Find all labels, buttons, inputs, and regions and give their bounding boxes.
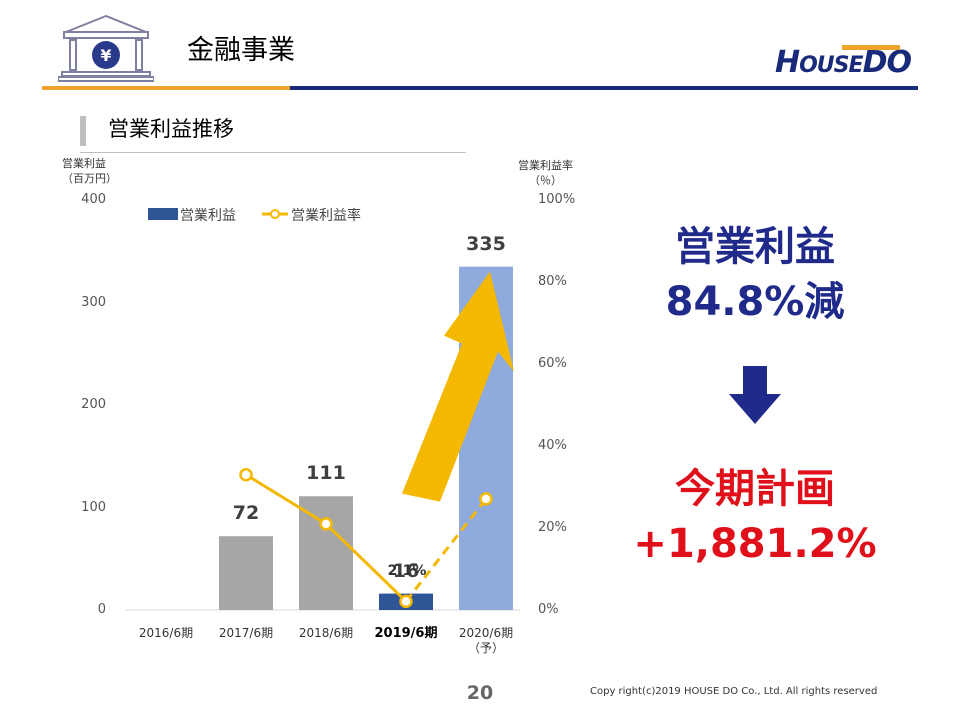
right-axis-tick: 40% <box>538 438 567 453</box>
bar-value-label: 16 <box>392 559 420 582</box>
section-marker <box>80 116 86 146</box>
legend-bar-swatch <box>148 208 178 220</box>
right-axis-tick: 60% <box>538 356 567 371</box>
left-axis-tick: 200 <box>81 397 106 412</box>
left-axis-tick: 300 <box>81 294 106 310</box>
x-axis-label: 2019/6期 <box>374 626 438 641</box>
left-axis-title: 営業利益 （百万円） <box>62 157 117 185</box>
header-rule-navy <box>290 86 918 90</box>
left-axis-tick: 0 <box>97 602 106 617</box>
upward-arrow-icon <box>402 271 514 502</box>
left-axis-tick: 100 <box>81 499 106 515</box>
rate-value-label: 2.1% <box>387 563 427 580</box>
x-axis-label: 2020/6期 （予） <box>446 626 526 656</box>
page-title: 金融事業 <box>187 35 295 66</box>
line-point <box>399 594 413 609</box>
line-point <box>239 467 253 482</box>
right-axis-tick: 100% <box>538 192 576 207</box>
svg-text:¥: ¥ <box>100 46 111 65</box>
section-underline <box>80 152 466 153</box>
house-do-logo: HOUSEDO <box>775 45 912 80</box>
bank-yen-icon: ¥ <box>58 14 154 82</box>
x-axis-label: 2017/6期 <box>218 626 274 640</box>
header-rule-orange <box>42 86 290 90</box>
x-axis-label: 2018/6期 <box>298 626 354 640</box>
profit-decline-message: 営業利益 84.8%減 <box>665 224 845 325</box>
legend-label-rate: 営業利益率 <box>291 208 361 224</box>
logo-accent-line <box>842 45 900 50</box>
right-axis-tick: 0% <box>538 602 559 617</box>
line-segment <box>245 473 327 526</box>
page-number: 20 <box>466 682 494 704</box>
bar <box>219 536 273 610</box>
down-arrow-icon <box>729 366 781 424</box>
copyright-text: Copy right(c)2019 HOUSE DO Co., Ltd. All… <box>590 686 878 697</box>
bar <box>299 496 353 610</box>
legend-line-marker <box>270 209 280 219</box>
forecast-note: （予） <box>467 641 504 655</box>
left-axis-tick: 400 <box>81 192 106 207</box>
bar-value-label: 335 <box>466 232 506 255</box>
legend-label-profit: 営業利益 <box>180 208 236 224</box>
line-segment <box>324 522 408 603</box>
right-axis-tick: 80% <box>538 274 567 289</box>
bar-value-label: 111 <box>306 462 346 485</box>
line-point <box>319 517 333 531</box>
right-axis-tick: 20% <box>538 520 567 535</box>
bar-value-label: 72 <box>232 502 260 525</box>
x-axis-label: 2016/6期 <box>138 626 194 640</box>
plan-growth-message: 今期計画 +1,881.2% <box>633 466 877 567</box>
line-segment <box>404 497 488 603</box>
section-title: 営業利益推移 <box>108 117 234 141</box>
right-axis-title: 営業利益率 （％） <box>518 159 573 187</box>
line-point <box>479 492 493 506</box>
